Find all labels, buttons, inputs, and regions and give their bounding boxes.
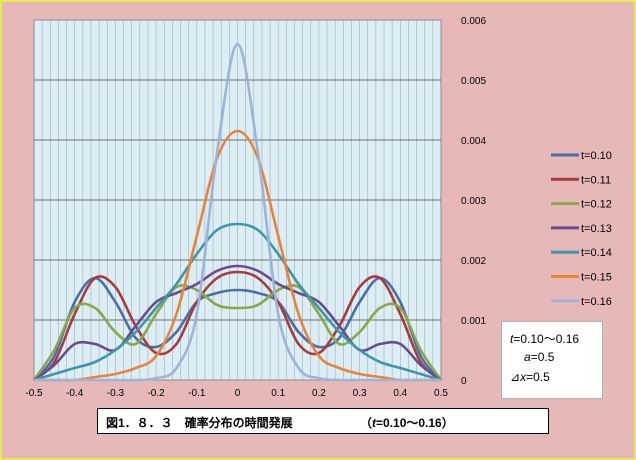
x-tick-label: -0.2: [147, 388, 165, 399]
series-line: [33, 129, 441, 382]
param-t: t=0.10～0.16: [510, 330, 579, 347]
series-line: [33, 276, 442, 381]
parameter-box: t=0.10～0.16 a=0.5 ⊿x=0.5: [501, 321, 603, 399]
x-tick-labels: -0.5 -0.4 -0.3 -0.2 -0.1 0 0.1 0.2 0.3 0.4 0.5: [25, 388, 448, 399]
legend: t=0.10 t=0.11 t=0.12 t=0.13 t=0.14 t=0.15 t=0.…: [551, 150, 612, 308]
x-tick-label: -0.1: [188, 388, 206, 399]
x-tick-label: -0.5: [25, 388, 43, 399]
series-line: [33, 222, 442, 382]
param-dx-label: x: [520, 370, 527, 384]
y-tick-label: 0.003: [461, 196, 486, 207]
x-tick-label: 0.1: [271, 388, 285, 399]
series-line: [32, 284, 443, 381]
series-lines: [32, 42, 443, 382]
y-tick-label: 0.005: [461, 76, 486, 87]
y-tick-label: 0.001: [461, 316, 486, 327]
caption-t-label: t: [372, 416, 377, 430]
param-dx-value: =0.5: [526, 370, 550, 384]
y-tick-label: 0: [461, 376, 467, 387]
param-a: a=0.5: [524, 350, 554, 364]
legend-label: t=0.14: [581, 247, 612, 259]
legend-label: t=0.12: [581, 199, 612, 211]
y-tick-label: 0.004: [461, 136, 486, 147]
x-tick-label: 0.3: [353, 388, 367, 399]
x-tick-label: -0.3: [107, 388, 125, 399]
series-line: [33, 270, 442, 382]
param-t-value: =0.10～0.16: [513, 332, 580, 346]
x-tick-label: 0.5: [434, 388, 448, 399]
legend-label: t=0.15: [581, 272, 612, 284]
legend-label: t=0.16: [581, 296, 612, 308]
y-tick-label: 0.006: [461, 16, 486, 27]
param-dx: ⊿x=0.5: [510, 370, 550, 384]
caption-main: 図1．８．３ 確率分布の時間発展: [106, 416, 293, 430]
figure-caption: 図1．８．３ 確率分布の時間発展 （t=0.10～0.16）: [97, 408, 549, 434]
series-line: [33, 42, 441, 382]
y-tick-labels: 0 0.001 0.002 0.003 0.004 0.005 0.006: [461, 16, 486, 387]
legend-label: t=0.13: [581, 223, 612, 235]
x-tick-label: 0.4: [393, 388, 407, 399]
caption-paren: （: [360, 416, 373, 430]
caption-time-range: （t=0.10～0.16）: [360, 414, 454, 431]
legend-label: t=0.10: [581, 150, 612, 162]
y-tick-label: 0.002: [461, 256, 486, 267]
param-a-label: a: [524, 350, 531, 364]
param-dx-symbol: ⊿: [510, 370, 521, 384]
x-tick-label: 0.2: [312, 388, 326, 399]
param-a-value: =0.5: [530, 350, 555, 364]
series-line: [33, 264, 442, 382]
x-tick-label: 0: [235, 388, 241, 399]
x-tick-label: -0.4: [66, 388, 84, 399]
legend-label: t=0.11: [581, 174, 611, 186]
param-t-label: t: [510, 332, 514, 346]
caption-t-value: =0.10～0.16）: [376, 416, 454, 430]
